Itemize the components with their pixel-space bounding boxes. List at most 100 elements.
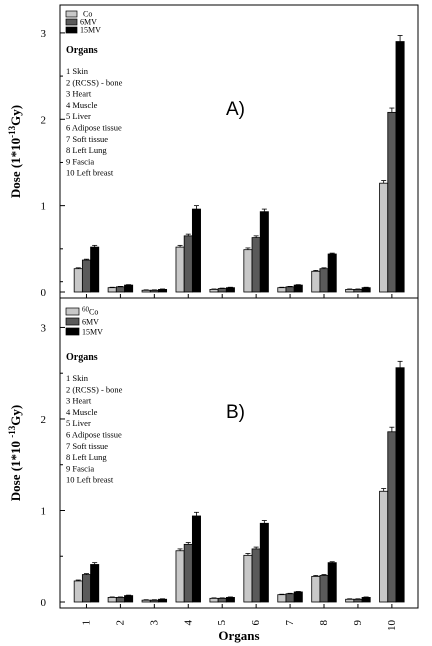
- legend-label-2: 15MV: [82, 328, 103, 337]
- legend-label-0: Co: [83, 10, 92, 19]
- legend-label-1: 6MV: [80, 18, 97, 27]
- bar-15MV-organ-3: [158, 598, 168, 603]
- y-axis-title: Dose (1*10-13Gy): [7, 105, 23, 198]
- x-tick-label: 8: [318, 620, 330, 626]
- bar-60Co-organ-8: [311, 270, 321, 293]
- legend-text-part: Co: [83, 10, 92, 19]
- plot-frame: [59, 4, 419, 299]
- bar-60Co-organ-1: [73, 268, 83, 293]
- bar-6MV-organ-8: [319, 268, 329, 293]
- y-axis-title-part: Gy): [8, 405, 23, 426]
- bar-60Co-organ-5: [209, 289, 219, 293]
- bar-6MV-organ-5: [217, 288, 227, 293]
- panel-label: A): [226, 99, 245, 120]
- bar-6MV-organ-10: [387, 431, 397, 603]
- bar-15MV-organ-9: [361, 597, 371, 603]
- y-tick-label: 0: [41, 597, 47, 609]
- organ-legend-item: 8 Left Lung: [66, 145, 107, 155]
- legend-text-part: 6MV: [82, 318, 99, 327]
- x-tick-label: 10: [386, 620, 398, 632]
- bar-6MV-organ-7: [285, 286, 295, 293]
- legend-text-part: Co: [89, 308, 98, 317]
- x-axis-title: Organs: [218, 628, 259, 643]
- bar-15MV-organ-5: [225, 287, 235, 293]
- y-axis-title-part: Dose (1*10: [8, 138, 23, 198]
- x-tick-label: 9: [352, 620, 364, 626]
- panel-label: B): [226, 402, 245, 423]
- organ-legend-item: 6 Adipose tissue: [66, 430, 122, 440]
- bar-6MV-organ-3: [149, 599, 159, 603]
- bar-60Co-organ-4: [175, 246, 185, 293]
- bar-15MV-organ-10: [395, 367, 405, 603]
- organ-legend-item: 7 Soft tissue: [66, 134, 108, 144]
- organs-heading: Organs: [66, 45, 98, 56]
- bar-15MV-organ-6: [259, 211, 269, 293]
- y-axis-title-part: -13: [7, 425, 17, 437]
- bar-60Co-organ-10: [379, 490, 389, 603]
- legend-text-part: 6MV: [80, 18, 97, 27]
- bar-60Co-organ-1: [73, 580, 83, 603]
- organ-legend-item: 6 Adipose tissue: [66, 123, 122, 133]
- organ-legend-item: 5 Liver: [66, 418, 91, 428]
- bar-15MV-organ-8: [327, 253, 337, 293]
- organ-legend-item: 4 Muscle: [66, 407, 98, 417]
- organ-legend-item: 9 Fascia: [66, 463, 94, 473]
- legend-text-part: 15MV: [80, 26, 101, 35]
- organ-legend-item: 1 Skin: [66, 373, 89, 383]
- bar-15MV-organ-2: [124, 284, 134, 293]
- bar-60Co-organ-3: [141, 599, 151, 603]
- bar-15MV-organ-2: [124, 595, 134, 603]
- bar-6MV-organ-5: [217, 597, 227, 603]
- legend-swatch-1: [65, 317, 80, 326]
- bar-15MV-organ-7: [293, 284, 303, 293]
- bar-15MV-organ-6: [259, 522, 269, 603]
- legend-label-1: 6MV: [82, 318, 99, 327]
- legend-label-0: 60Co: [82, 306, 98, 317]
- bar-15MV-organ-5: [225, 597, 235, 603]
- bar-6MV-organ-1: [81, 574, 91, 603]
- bar-6MV-organ-2: [115, 597, 125, 603]
- bar-6MV-organ-2: [115, 286, 125, 293]
- organ-legend-item: 8 Left Lung: [66, 452, 107, 462]
- legend-text-part: 15MV: [82, 328, 103, 337]
- y-tick-label: 3: [41, 28, 47, 40]
- y-axis-title: Dose (1*10 -13Gy): [7, 405, 23, 502]
- bar-60Co-organ-7: [277, 594, 287, 603]
- legend-swatch-2: [65, 26, 78, 34]
- bar-15MV-organ-7: [293, 591, 303, 603]
- organs-heading: Organs: [66, 352, 98, 363]
- bar-15MV-organ-4: [191, 208, 201, 293]
- legend-label-2: 15MV: [80, 26, 101, 35]
- y-tick-label: 1: [41, 201, 47, 213]
- bar-60Co-organ-2: [107, 597, 117, 603]
- bar-15MV-organ-3: [158, 289, 168, 293]
- bar-15MV-organ-1: [90, 564, 100, 603]
- y-tick-label: 2: [41, 414, 47, 426]
- x-tick-label: 5: [216, 620, 228, 626]
- organ-legend-item: 7 Soft tissue: [66, 441, 108, 451]
- organ-legend-item: 2 (RCSS) - bone: [66, 77, 123, 87]
- y-tick-label: 1: [41, 505, 47, 517]
- x-tick-label: 4: [182, 620, 194, 626]
- bar-6MV-organ-6: [251, 237, 261, 293]
- bar-60Co-organ-10: [379, 182, 389, 293]
- bar-15MV-organ-9: [361, 287, 371, 293]
- legend-swatch-1: [65, 18, 78, 26]
- organ-legend-item: 3 Heart: [66, 396, 92, 406]
- x-tick-label: 3: [148, 620, 160, 626]
- bar-60Co-organ-9: [345, 598, 355, 603]
- bar-6MV-organ-9: [353, 289, 363, 293]
- y-tick-label: 2: [41, 114, 47, 126]
- organ-legend-item: 9 Fascia: [66, 156, 94, 166]
- y-tick-label: 0: [41, 287, 47, 299]
- bar-6MV-organ-7: [285, 593, 295, 603]
- bar-6MV-organ-1: [81, 259, 91, 293]
- bar-60Co-organ-6: [243, 249, 253, 293]
- legend-swatch-0: [65, 307, 80, 316]
- bar-60Co-organ-5: [209, 597, 219, 603]
- organ-legend-item: 4 Muscle: [66, 100, 98, 110]
- bar-6MV-organ-9: [353, 598, 363, 603]
